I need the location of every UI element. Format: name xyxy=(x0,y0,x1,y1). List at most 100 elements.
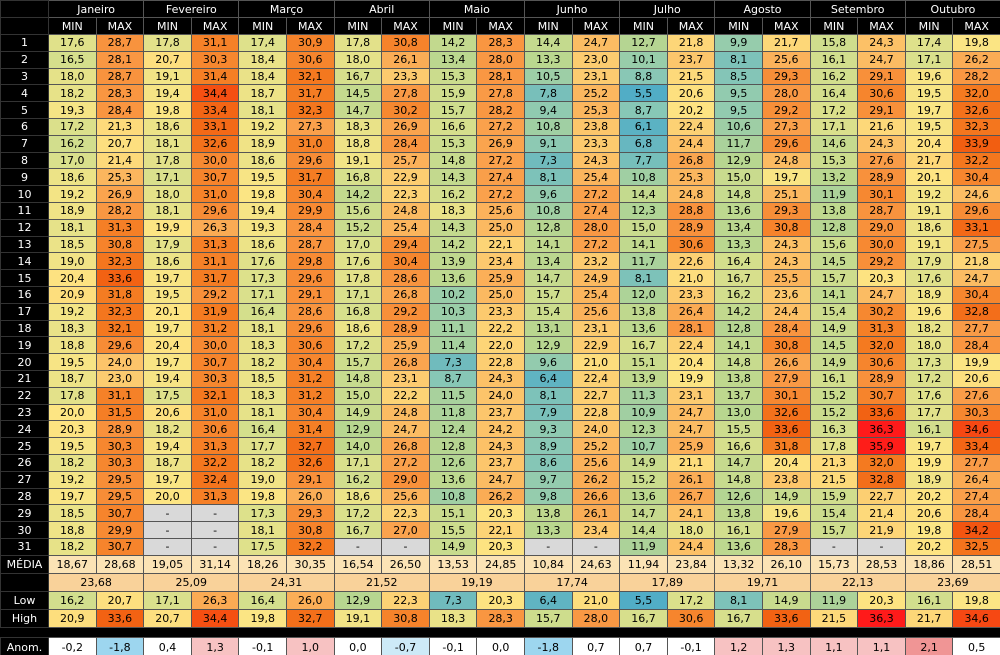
value-cell: 27,6 xyxy=(857,151,906,170)
row: 7 16,2 20,7 18,1 32,6 18,9 31,0 18,8 28,4 15,3 26,… xyxy=(0,134,1000,153)
value-cell: 9,8 xyxy=(523,487,573,506)
value-cell: 32,1 xyxy=(95,319,145,338)
value-cell: 21,5 xyxy=(809,470,859,489)
value-cell: 11,9 xyxy=(619,537,668,556)
average-cell: 24,31 xyxy=(238,572,335,592)
value-cell: 13,2 xyxy=(809,168,859,187)
value-cell: 1,3 xyxy=(190,636,240,655)
value-cell: 20,2 xyxy=(904,537,954,556)
value-cell: 16,8 xyxy=(333,168,383,187)
value-cell: 14,7 xyxy=(523,269,573,287)
corner xyxy=(0,17,49,35)
value-cell: 27,4 xyxy=(571,201,621,220)
value-cell: 25,7 xyxy=(381,151,430,170)
value-cell: 13,4 xyxy=(428,50,478,69)
value-cell: 28,6 xyxy=(286,302,335,321)
value-cell: 19,8 xyxy=(904,521,954,539)
value-cell: 1,3 xyxy=(761,636,811,655)
value-cell: 29,1 xyxy=(286,285,335,304)
value-cell: 18,3 xyxy=(238,336,287,355)
value-cell: 32,1 xyxy=(286,67,335,86)
value-cell: 24,0 xyxy=(571,420,621,439)
value-cell: 18,8 xyxy=(48,521,97,539)
value-cell: 30,4 xyxy=(286,185,335,203)
value-cell: 28,1 xyxy=(95,50,145,69)
value-cell: 20,7 xyxy=(143,608,192,628)
value-cell: 22,7 xyxy=(571,386,621,405)
value-cell: 20,3 xyxy=(476,537,525,556)
value-cell: 20,1 xyxy=(904,168,954,187)
value-cell: 18,0 xyxy=(48,67,97,86)
value-cell: 13,6 xyxy=(428,470,478,489)
value-cell: 8,1 xyxy=(619,269,668,287)
value-cell: 28,51 xyxy=(952,554,1000,574)
value-cell: 19,0 xyxy=(48,252,97,271)
value-cell: 30,4 xyxy=(381,252,430,271)
value-cell: 8,1 xyxy=(714,590,763,610)
value-cell: 19,8 xyxy=(238,185,287,203)
value-cell: 30,0 xyxy=(857,235,906,254)
value-cell: 24,3 xyxy=(476,437,525,455)
value-cell: 17,8 xyxy=(48,386,97,405)
value-cell: 16,2 xyxy=(714,285,763,304)
value-cell: 11,1 xyxy=(428,319,478,338)
value-cell: 29,1 xyxy=(857,101,906,119)
value-cell: 24,9 xyxy=(571,269,621,287)
value-cell: 14,7 xyxy=(333,101,383,119)
value-cell: 22,6 xyxy=(666,252,716,271)
row-label: 2 xyxy=(0,50,49,69)
value-cell: 30,1 xyxy=(857,185,906,203)
value-cell: 14,1 xyxy=(714,336,763,355)
value-cell: 8,5 xyxy=(714,67,763,86)
value-cell: 21,1 xyxy=(666,453,716,472)
average-cell: 23,68 xyxy=(47,572,145,592)
row: 23,68 25,09 24,31 21,52 19,19 17,74 17,89 19,71… xyxy=(0,572,1000,592)
value-cell: 23,6 xyxy=(761,285,811,304)
value-cell: 12,9 xyxy=(523,336,573,355)
value-cell: 16,7 xyxy=(333,67,383,86)
value-cell: 11,8 xyxy=(428,403,478,422)
row-label: 22 xyxy=(0,386,49,405)
value-cell: 18,3 xyxy=(48,319,97,338)
value-cell: 30,4 xyxy=(952,285,1000,304)
value-cell: 31,3 xyxy=(95,218,145,237)
value-cell: 16,2 xyxy=(48,134,97,153)
row: 29 18,5 30,7- -17,3 29,3 17,2 22,3 15,1 20,3 13,8… xyxy=(0,504,1000,523)
value-cell: - xyxy=(143,504,192,523)
value-cell: 30,6 xyxy=(857,353,906,371)
value-cell: 24,4 xyxy=(761,302,811,321)
value-cell: 29,6 xyxy=(761,134,811,153)
value-cell: 18,86 xyxy=(904,554,954,574)
max-header: MAX xyxy=(857,17,906,35)
value-cell: 18,3 xyxy=(428,201,478,220)
value-cell: 16,1 xyxy=(714,521,763,539)
value-cell: 18,6 xyxy=(143,117,192,136)
row-label xyxy=(0,572,49,592)
value-cell: 25,4 xyxy=(571,285,621,304)
value-cell: 19,5 xyxy=(238,168,287,187)
value-cell: 16,6 xyxy=(428,117,478,136)
value-cell: 19,2 xyxy=(238,117,287,136)
value-cell: 26,9 xyxy=(476,134,525,153)
value-cell: 15,2 xyxy=(619,470,668,489)
value-cell: 8,7 xyxy=(619,101,668,119)
row-label: Anom. xyxy=(0,636,49,655)
value-cell: 12,8 xyxy=(428,437,478,455)
value-cell: 12,8 xyxy=(523,218,573,237)
average-cell: 19,71 xyxy=(714,572,811,592)
value-cell: 12,3 xyxy=(619,420,668,439)
value-cell: 29,5 xyxy=(95,470,145,489)
value-cell: 18,1 xyxy=(238,101,287,119)
value-cell: 14,3 xyxy=(428,168,478,187)
value-cell: 20,3 xyxy=(48,420,97,439)
value-cell: 15,3 xyxy=(809,151,859,170)
value-cell: 30,7 xyxy=(190,168,240,187)
value-cell: 13,3 xyxy=(523,50,573,69)
row: 10 19,2 26,9 18,0 31,0 19,8 30,4 14,2 22,3 16,2 27… xyxy=(0,185,1000,203)
value-cell: 24,3 xyxy=(761,252,811,271)
value-cell: 31,2 xyxy=(286,369,335,388)
value-cell: 0,4 xyxy=(143,636,192,655)
row xyxy=(0,627,1000,638)
value-cell: 31,8 xyxy=(95,285,145,304)
